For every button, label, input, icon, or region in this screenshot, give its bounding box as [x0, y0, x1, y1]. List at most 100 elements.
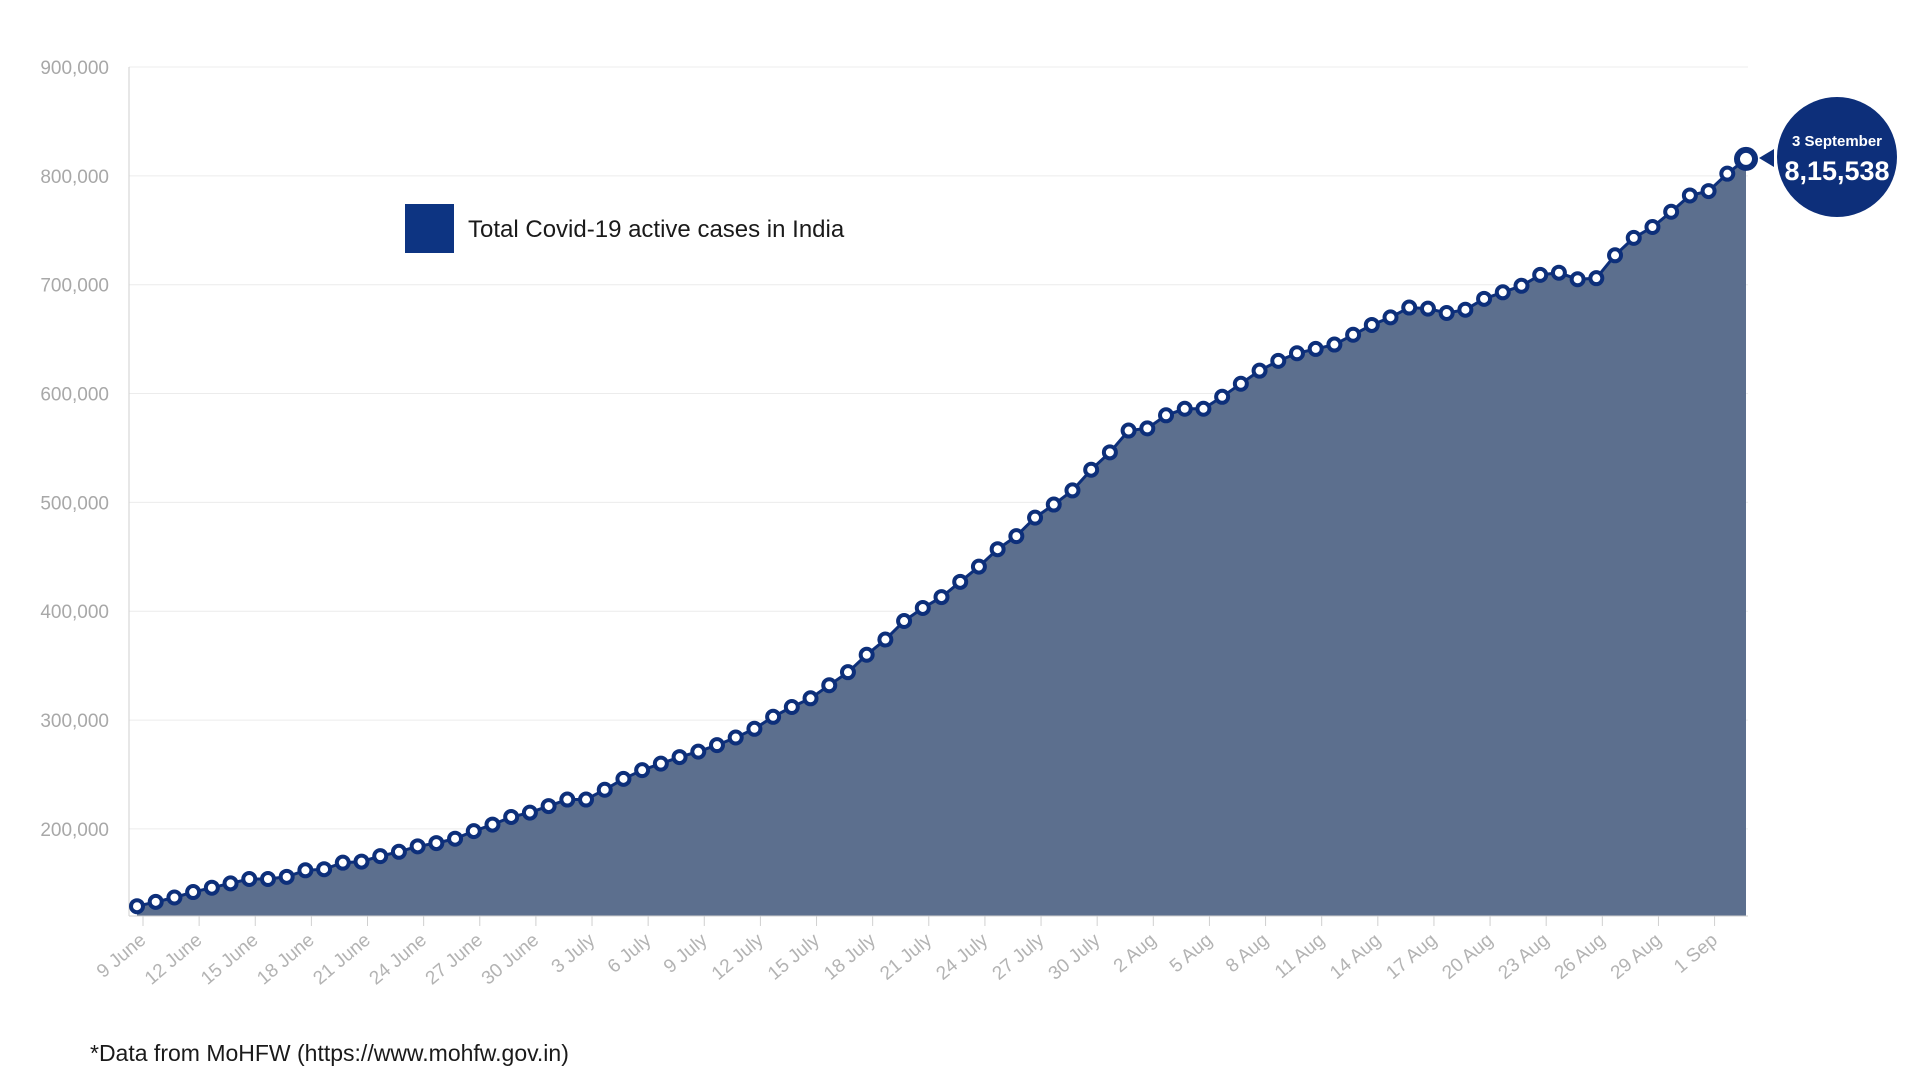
footnote: *Data from MoHFW (https://www.mohfw.gov.… — [90, 1040, 569, 1066]
data-point — [1083, 461, 1100, 478]
data-point — [1232, 375, 1249, 392]
legend-swatch — [405, 204, 454, 253]
x-tick-label: 9 July — [660, 929, 712, 977]
y-axis-ticks: 200,000 300,000 400,000 500,000 600,000 700,0… — [40, 58, 109, 841]
data-point — [596, 781, 613, 798]
data-point — [1139, 420, 1156, 437]
active-cases-area — [137, 158, 1746, 916]
data-point — [1270, 352, 1287, 369]
data-point — [1027, 509, 1044, 526]
data-point — [1045, 496, 1062, 513]
x-tick-label: 20 Aug — [1438, 930, 1497, 984]
x-tick-label: 23 Aug — [1495, 930, 1554, 984]
data-point — [1251, 362, 1268, 379]
data-point — [147, 893, 164, 910]
data-point — [933, 589, 950, 606]
data-point — [1363, 316, 1380, 333]
data-point — [297, 862, 314, 879]
data-point — [1382, 309, 1399, 326]
data-point — [1625, 229, 1642, 246]
data-point — [839, 664, 856, 681]
callout-date: 3 September — [1792, 133, 1882, 150]
data-point — [989, 541, 1006, 558]
data-point — [578, 791, 595, 808]
data-point — [166, 889, 183, 906]
legend: Total Covid-19 active cases in India — [405, 204, 845, 253]
data-point — [1719, 165, 1736, 182]
data-point — [1588, 270, 1605, 287]
data-point — [652, 755, 669, 772]
data-point — [353, 853, 370, 870]
y-tick-label: 800,000 — [40, 167, 109, 188]
data-point — [952, 573, 969, 590]
data-point — [1326, 336, 1343, 353]
data-point — [708, 737, 725, 754]
x-tick-label: 15 July — [764, 929, 824, 984]
data-point — [1345, 326, 1362, 343]
x-tick-label: 27 July — [989, 929, 1049, 984]
data-point — [1401, 299, 1418, 316]
data-point — [1550, 264, 1567, 281]
x-tick-label: 30 June — [478, 930, 543, 990]
callout-bubble — [1777, 97, 1897, 217]
x-tick-label: 15 June — [197, 930, 262, 990]
data-point — [746, 720, 763, 737]
x-tick-label: 30 July — [1045, 929, 1105, 984]
x-tick-label: 29 Aug — [1607, 930, 1666, 984]
y-tick-label: 600,000 — [40, 385, 109, 406]
y-tick-label: 300,000 — [40, 711, 109, 732]
x-tick-label: 24 June — [366, 930, 431, 990]
data-point — [540, 798, 557, 815]
data-point — [1158, 407, 1175, 424]
data-points — [129, 146, 1758, 915]
x-tick-label: 14 Aug — [1326, 930, 1385, 984]
data-point — [465, 823, 482, 840]
data-point — [1307, 340, 1324, 357]
data-point — [129, 898, 145, 915]
x-tick-label: 8 Aug — [1222, 930, 1273, 977]
data-point — [1120, 422, 1137, 439]
x-tick-label: 18 June — [253, 930, 318, 990]
data-point — [1700, 183, 1717, 200]
data-point — [896, 613, 913, 630]
data-point — [372, 848, 389, 865]
y-tick-label: 400,000 — [40, 602, 109, 623]
data-point — [615, 770, 632, 787]
data-point — [727, 729, 744, 746]
data-point — [1663, 203, 1680, 220]
x-tick-label: 2 Aug — [1110, 930, 1161, 977]
x-tick-label: 1 Sep — [1670, 930, 1722, 978]
x-tick-label: 26 Aug — [1551, 930, 1610, 984]
data-point — [185, 884, 202, 901]
x-tick-label: 6 July — [604, 929, 656, 977]
data-point — [1569, 271, 1586, 288]
legend-label: Total Covid-19 active cases in India — [468, 216, 845, 243]
data-point — [821, 677, 838, 694]
data-point — [334, 854, 351, 871]
x-tick-label: 21 June — [309, 930, 374, 990]
x-tick-label: 27 June — [422, 930, 487, 990]
data-point — [1419, 300, 1436, 317]
data-point — [447, 830, 464, 847]
x-tick-label: 12 June — [141, 930, 206, 990]
data-point — [1644, 219, 1661, 236]
x-tick-label: 24 July — [933, 929, 993, 984]
data-point — [1438, 304, 1455, 321]
data-point — [503, 808, 520, 825]
data-point — [203, 879, 220, 896]
data-point — [1008, 528, 1025, 545]
data-point — [1734, 146, 1758, 171]
data-point — [1532, 266, 1549, 283]
x-tick-label: 17 Aug — [1382, 930, 1441, 984]
data-point — [222, 875, 239, 892]
data-point — [690, 743, 707, 760]
data-point — [278, 868, 295, 885]
data-point — [1214, 388, 1231, 405]
data-point — [409, 838, 426, 855]
callout: 3 September 8,15,538 — [1759, 97, 1897, 217]
data-point — [1513, 277, 1530, 294]
data-point — [1607, 247, 1624, 264]
data-point — [484, 816, 501, 833]
